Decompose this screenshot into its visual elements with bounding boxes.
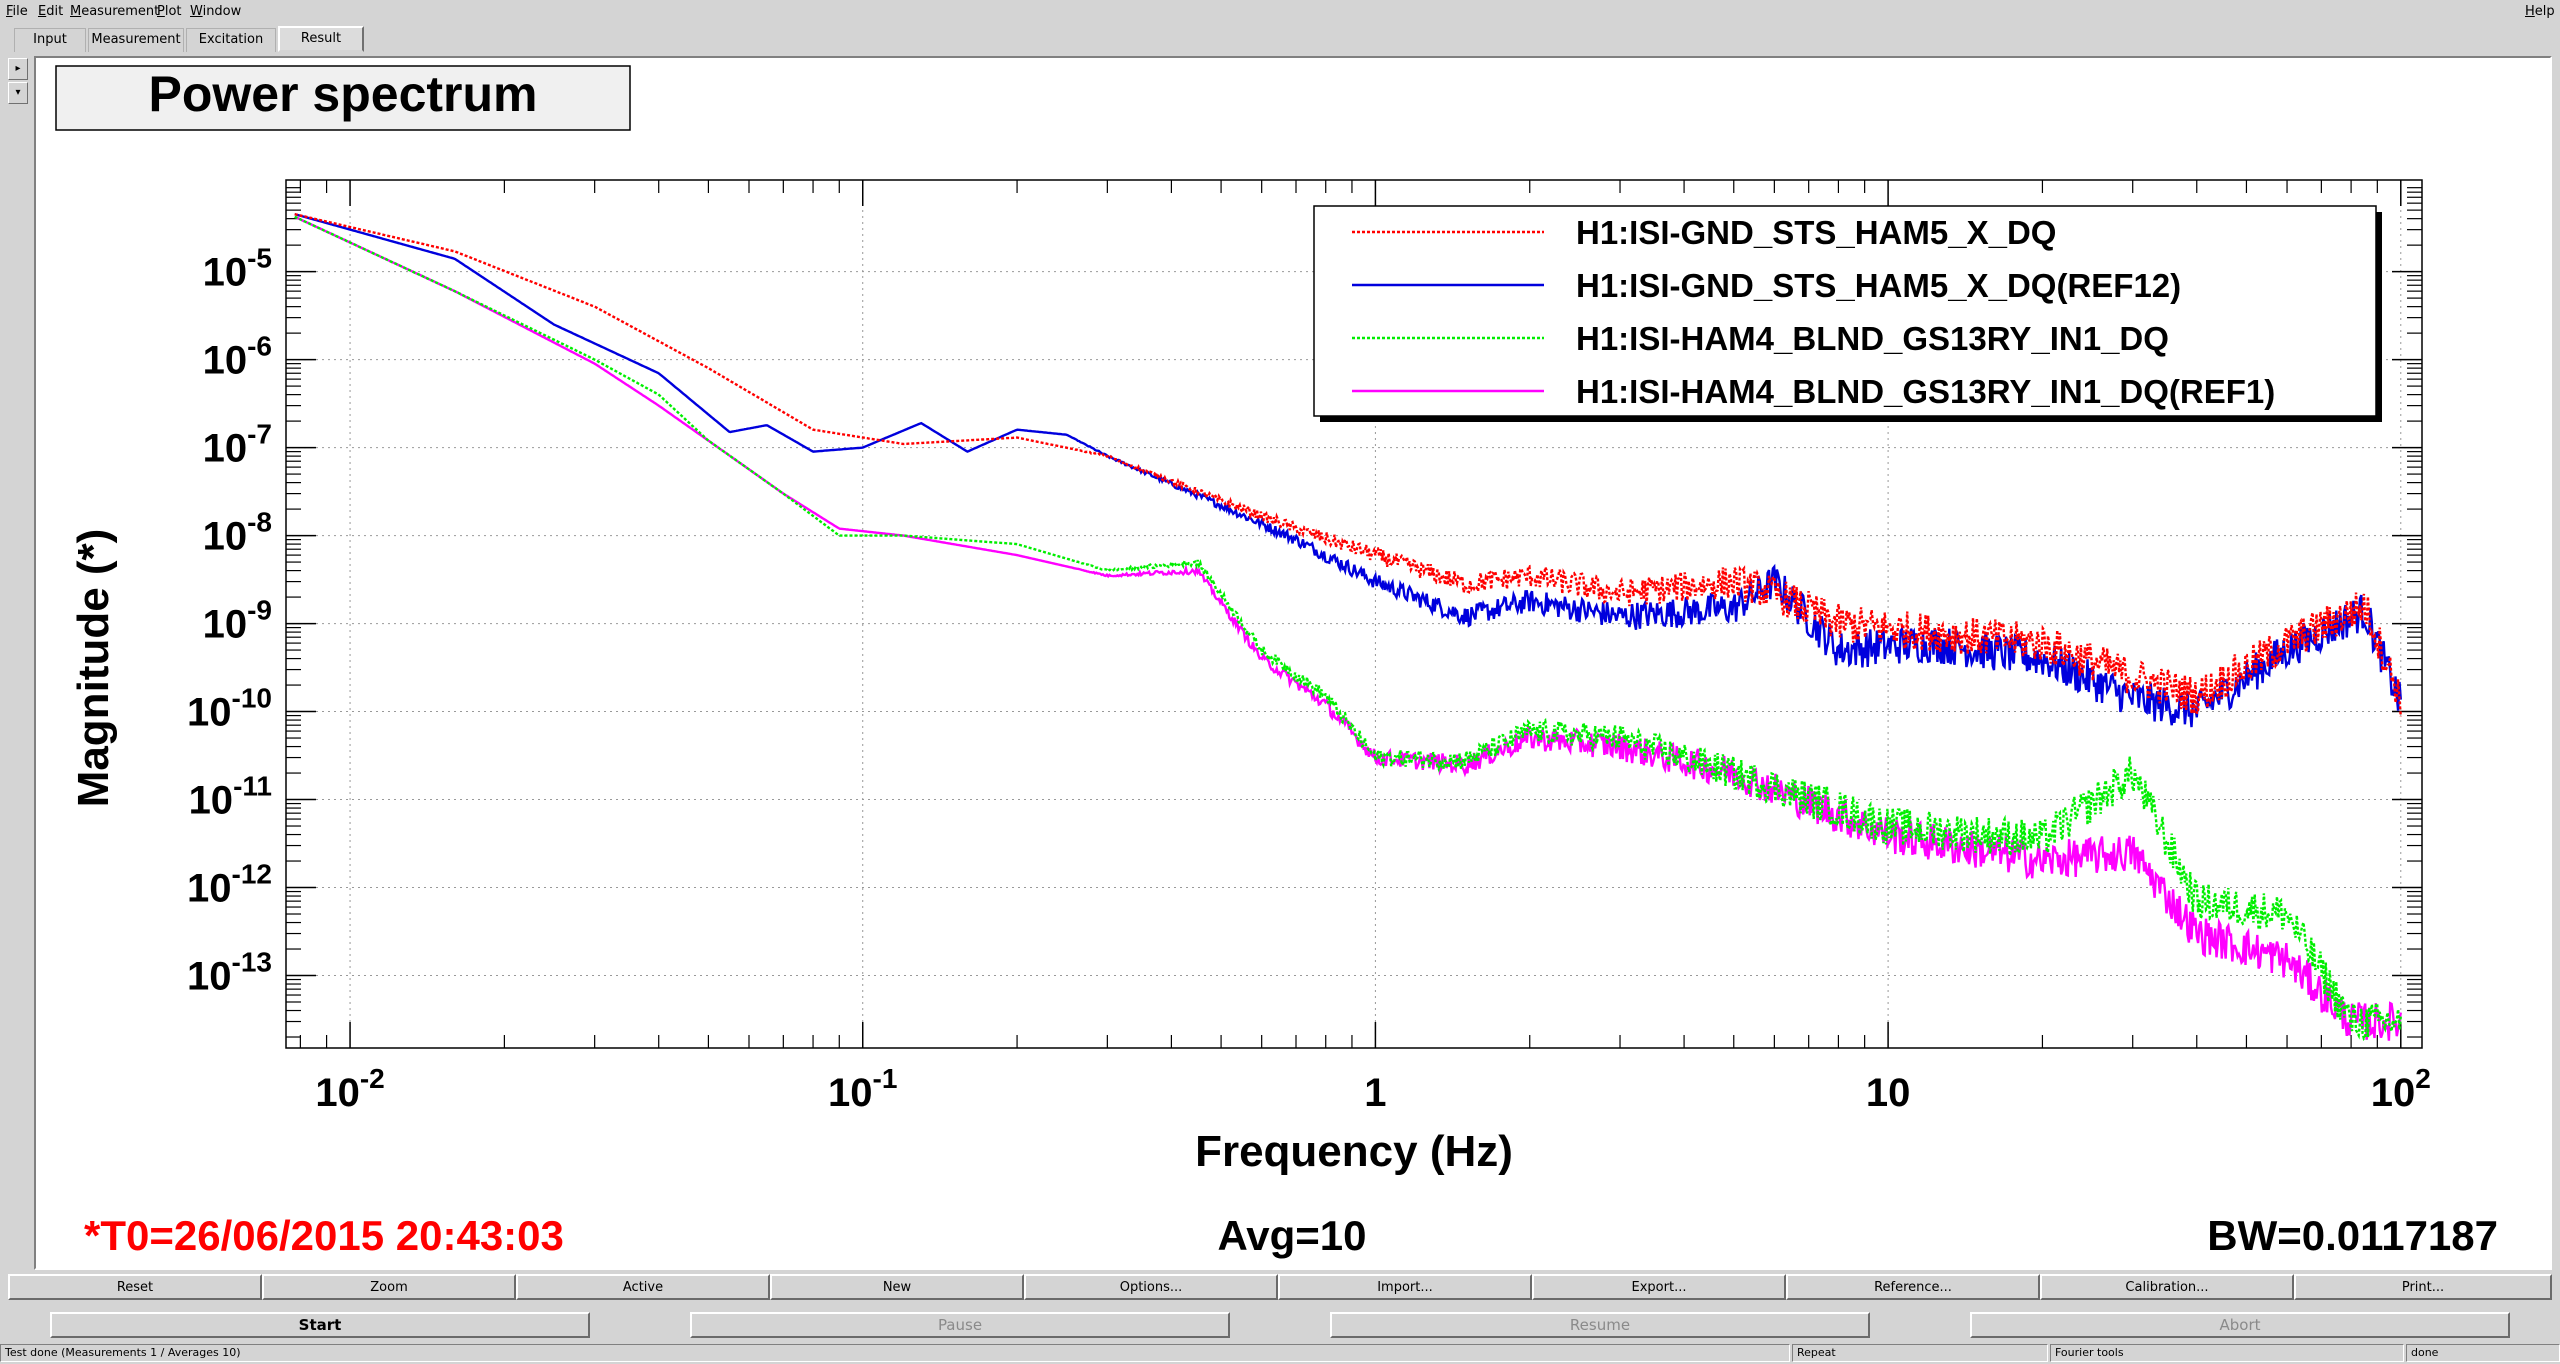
x-tick-exp: -1 xyxy=(873,1063,898,1094)
y-tick-base: 10 xyxy=(203,603,248,647)
menu-file[interactable]: File xyxy=(6,4,28,19)
y-tick-base: 10 xyxy=(203,339,248,383)
options-button[interactable]: Options... xyxy=(1024,1274,1278,1300)
y-tick-label: 10-13 xyxy=(187,947,272,999)
x-tick-base: 10 xyxy=(828,1071,873,1115)
y-tick-label: 10-7 xyxy=(203,419,272,471)
page-prev-icon[interactable]: ▾ xyxy=(8,82,28,104)
plot-button-row: Reset Zoom Active New Options... Import.… xyxy=(8,1274,2552,1300)
y-tick-label: 10-11 xyxy=(189,771,272,823)
tab-excitation[interactable]: Excitation xyxy=(186,28,276,52)
x-tick-label: 102 xyxy=(2371,1063,2431,1115)
y-tick-label: 10-9 xyxy=(203,595,272,647)
series-line-2 xyxy=(294,213,2402,728)
tab-input[interactable]: Input xyxy=(14,28,86,52)
bandwidth: BW=0.0117187 xyxy=(2207,1212,2498,1259)
legend-label-4: H1:ISI-HAM4_BLND_GS13RY_IN1_DQ(REF1) xyxy=(1576,373,2275,410)
tab-result[interactable]: Result xyxy=(278,26,364,52)
y-tick-exp: -9 xyxy=(247,595,272,626)
y-tick-label: 10-10 xyxy=(187,683,272,735)
y-tick-exp: -6 xyxy=(247,331,272,362)
x-tick-base: 10 xyxy=(1866,1071,1911,1115)
plot-frame xyxy=(285,179,2423,1049)
page-buttons: ▸ ▾ xyxy=(8,58,28,106)
x-axis-label: Frequency (Hz) xyxy=(1195,1127,1513,1176)
y-tick-base: 10 xyxy=(187,691,232,735)
y-tick-exp: -12 xyxy=(232,859,272,890)
import-button[interactable]: Import... xyxy=(1278,1274,1532,1300)
y-axis-label: Magnitude (*) xyxy=(69,529,118,808)
resume-button[interactable]: Resume xyxy=(1330,1312,1870,1338)
y-tick-label: 10-6 xyxy=(203,331,272,383)
y-tick-exp: -7 xyxy=(247,419,272,450)
print-button[interactable]: Print... xyxy=(2294,1274,2552,1300)
y-tick-base: 10 xyxy=(203,427,248,471)
y-tick-exp: -11 xyxy=(233,771,272,802)
series-lines xyxy=(294,213,2402,1041)
tab-bar: Input Measurement Excitation Result xyxy=(0,26,2560,54)
calibration-button[interactable]: Calibration... xyxy=(2040,1274,2294,1300)
avg-count: Avg=10 xyxy=(1217,1212,1366,1259)
menu-window[interactable]: Window xyxy=(190,4,242,19)
x-tick-label: 10-1 xyxy=(828,1063,897,1115)
y-tick-exp: -5 xyxy=(247,243,272,274)
legend-box xyxy=(1313,205,2377,417)
y-tick-exp: -10 xyxy=(232,683,272,714)
status-repeat: Repeat xyxy=(1792,1344,2048,1362)
menu-help[interactable]: Help xyxy=(2525,4,2555,19)
reference-button[interactable]: Reference... xyxy=(1786,1274,2040,1300)
series-line-3 xyxy=(294,215,2402,1041)
y-tick-label: 10-5 xyxy=(203,243,272,295)
abort-button[interactable]: Abort xyxy=(1970,1312,2510,1338)
status-message: Test done (Measurements 1 / Averages 10) xyxy=(0,1344,1790,1362)
x-tick-base: 10 xyxy=(2371,1071,2416,1115)
x-tick-label: 10 xyxy=(1866,1071,1911,1115)
y-tick-label: 10-12 xyxy=(187,859,272,911)
title-box xyxy=(55,65,631,131)
export-button[interactable]: Export... xyxy=(1532,1274,1786,1300)
y-tick-base: 10 xyxy=(203,251,248,295)
status-state: done xyxy=(2406,1344,2560,1362)
menubar: File Edit Measurement Plot Window Help xyxy=(0,0,2560,24)
menu-edit[interactable]: Edit xyxy=(38,4,64,19)
new-button[interactable]: New xyxy=(770,1274,1024,1300)
y-tick-base: 10 xyxy=(187,867,232,911)
y-tick-base: 10 xyxy=(187,955,232,999)
zoom-button[interactable]: Zoom xyxy=(262,1274,516,1300)
x-tick-label: 1 xyxy=(1364,1071,1386,1115)
axes: 10-2 10-1 1 10 10210-1310-1210-1110-1010-910… xyxy=(187,179,2431,1115)
y-tick-exp: -13 xyxy=(232,947,272,978)
tab-measurement[interactable]: Measurement xyxy=(88,28,184,52)
page-next-icon[interactable]: ▸ xyxy=(8,58,28,80)
power-spectrum-plot: Power spectrum 10-2 10-1 1 10 10210-1310-121… xyxy=(55,65,2498,1259)
x-tick-base: 1 xyxy=(1364,1071,1386,1115)
legend: H1:ISI-GND_STS_HAM5_X_DQ H1:ISI-GND_STS_H… xyxy=(1313,205,2382,422)
menu-plot[interactable]: Plot xyxy=(157,4,182,19)
t0-timestamp: *T0=26/06/2015 20:43:03 xyxy=(84,1212,564,1259)
plot-title: Power spectrum xyxy=(148,66,537,122)
active-button[interactable]: Active xyxy=(516,1274,770,1300)
start-button[interactable]: Start xyxy=(50,1312,590,1338)
y-tick-base: 10 xyxy=(203,515,248,559)
reset-button[interactable]: Reset xyxy=(8,1274,262,1300)
series-line-1 xyxy=(294,213,2402,717)
legend-label-3: H1:ISI-HAM4_BLND_GS13RY_IN1_DQ xyxy=(1576,320,2169,357)
y-tick-base: 10 xyxy=(189,779,234,823)
status-tool: Fourier tools xyxy=(2050,1344,2404,1362)
y-tick-label: 10-8 xyxy=(203,507,272,559)
x-tick-exp: -2 xyxy=(360,1063,385,1094)
x-tick-exp: 2 xyxy=(2415,1063,2431,1094)
status-bar: Test done (Measurements 1 / Averages 10)… xyxy=(0,1342,2560,1364)
pause-button[interactable]: Pause xyxy=(690,1312,1230,1338)
y-tick-exp: -8 xyxy=(247,507,272,538)
x-tick-base: 10 xyxy=(315,1071,360,1115)
menu-measurement[interactable]: Measurement xyxy=(70,4,160,19)
legend-label-1: H1:ISI-GND_STS_HAM5_X_DQ xyxy=(1576,214,2056,251)
x-tick-label: 10-2 xyxy=(315,1063,384,1115)
legend-label-2: H1:ISI-GND_STS_HAM5_X_DQ(REF12) xyxy=(1576,267,2181,304)
measurement-control-row: Start Pause Resume Abort xyxy=(0,1310,2560,1340)
plot-canvas[interactable]: Power spectrum 10-2 10-1 1 10 102 10-13 10-12 1… xyxy=(34,56,2552,1270)
